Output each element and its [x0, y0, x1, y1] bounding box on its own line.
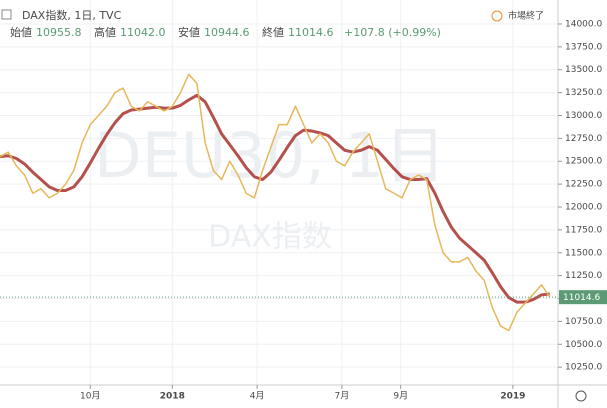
y-tick-label: 10500.0: [565, 340, 602, 350]
label: 終値: [262, 25, 284, 39]
plot: [0, 73, 558, 332]
value: 11014.6: [288, 26, 334, 39]
y-tick-label: 11250.0: [565, 271, 602, 281]
settings-icon[interactable]: [575, 390, 587, 402]
x-tick-label: 10月: [80, 391, 100, 402]
y-tick-label: 12000.0: [565, 203, 602, 213]
value: 10955.8: [36, 26, 82, 39]
last-price-label: 11014.6: [563, 293, 600, 303]
add-icon[interactable]: [1, 9, 12, 20]
x-tick-label: 2018: [160, 392, 185, 402]
status-icon: [491, 10, 503, 22]
y-tick-label: 11750.0: [565, 225, 602, 235]
y-tick-label: 12750.0: [565, 134, 602, 144]
status: 市場終了: [508, 10, 544, 22]
change: +107.8 (+0.99%): [344, 26, 441, 39]
y-tick-label: 10750.0: [565, 317, 602, 327]
value: 10944.6: [204, 26, 250, 39]
y-tick-label: 13000.0: [565, 111, 602, 121]
symbol: DAX指数, 1日, TVC: [22, 8, 122, 22]
y-tick-label: 12500.0: [565, 157, 602, 167]
x-tick-label: 7月: [335, 391, 350, 402]
y-tick-label: 13500.0: [565, 65, 602, 75]
last-price-tag: [559, 290, 607, 305]
label: 高値: [94, 25, 116, 39]
value: 11042.0: [120, 26, 166, 39]
y-tick-label: 10250.0: [565, 363, 602, 373]
y-tick-label: 13750.0: [565, 42, 602, 52]
watermark-sub: DAX指数: [208, 220, 332, 255]
y-tick-label: 11500.0: [565, 248, 602, 258]
label: 始値: [10, 25, 32, 39]
y-tick-label: 13250.0: [565, 88, 602, 98]
y-tick-label: 14000.0: [565, 19, 602, 29]
watermark: DEU30, 1日: [94, 119, 446, 192]
label: 安値: [178, 25, 200, 39]
series-line: [0, 73, 551, 332]
series-line: [0, 93, 550, 304]
x-tick-label: 4月: [250, 391, 265, 402]
x-tick-label: 2019: [500, 392, 525, 402]
y-tick-label: 12250.0: [565, 180, 602, 190]
axes: 10250.010500.010750.011000.011250.011500…: [80, 19, 607, 402]
x-tick-label: 9月: [393, 391, 408, 402]
